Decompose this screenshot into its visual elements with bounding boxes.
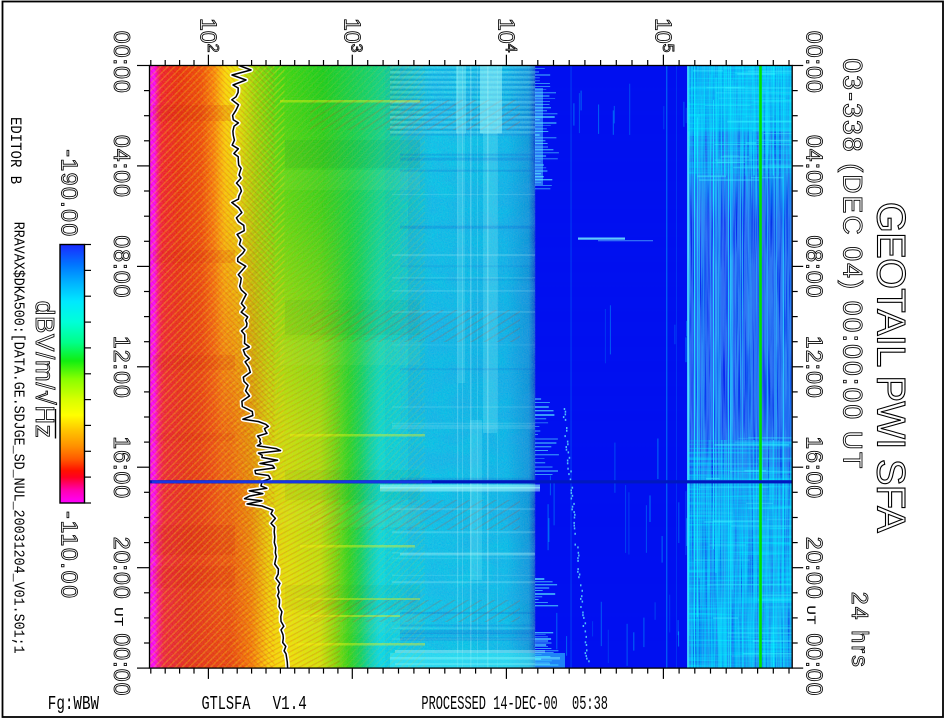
svg-text:00:00: 00:00 [801, 633, 827, 695]
svg-text:Fg:WBW: Fg:WBW [48, 694, 100, 715]
svg-text:03-338 (DEC 04) 00:00:00 UT: 03-338 (DEC 04) 00:00:00 UT [838, 58, 868, 468]
svg-text:UT: UT [110, 607, 124, 627]
svg-text:04:00: 04:00 [109, 135, 135, 197]
svg-text:-190.00: -190.00 [57, 149, 83, 236]
svg-text:EDITOR B: EDITOR B [6, 117, 23, 184]
svg-text:08:00: 08:00 [801, 235, 827, 297]
svg-text:00:00: 00:00 [801, 31, 827, 93]
svg-text:08:00: 08:00 [109, 235, 135, 297]
svg-text:00:00: 00:00 [109, 31, 135, 93]
svg-text:16:00: 16:00 [801, 436, 827, 498]
svg-text:UT: UT [803, 605, 817, 625]
svg-text:GTLSFA: GTLSFA [202, 693, 251, 715]
svg-text:12:00: 12:00 [801, 336, 827, 398]
svg-text:04:00: 04:00 [801, 135, 827, 197]
svg-text:V1.4: V1.4 [273, 694, 307, 715]
svg-text:20:00: 20:00 [801, 537, 827, 599]
svg-text:-110.00: -110.00 [57, 511, 83, 598]
svg-text:16:00: 16:00 [109, 436, 135, 498]
svg-text:RRAVAX$DKA500:[DATA.GE.SDJGE_S: RRAVAX$DKA500:[DATA.GE.SDJGE_SD_NUL_2003… [9, 222, 26, 654]
svg-text:104: 104 [494, 18, 520, 53]
svg-text:12:00: 12:00 [109, 336, 135, 398]
svg-text:GEOTAIL PWI SFA: GEOTAIL PWI SFA [868, 202, 912, 533]
svg-text:20:00: 20:00 [109, 537, 135, 599]
svg-text:PROCESSED 14-DEC-00 05:38: PROCESSED 14-DEC-00 05:38 [421, 693, 608, 715]
svg-text:00:00: 00:00 [109, 633, 135, 695]
